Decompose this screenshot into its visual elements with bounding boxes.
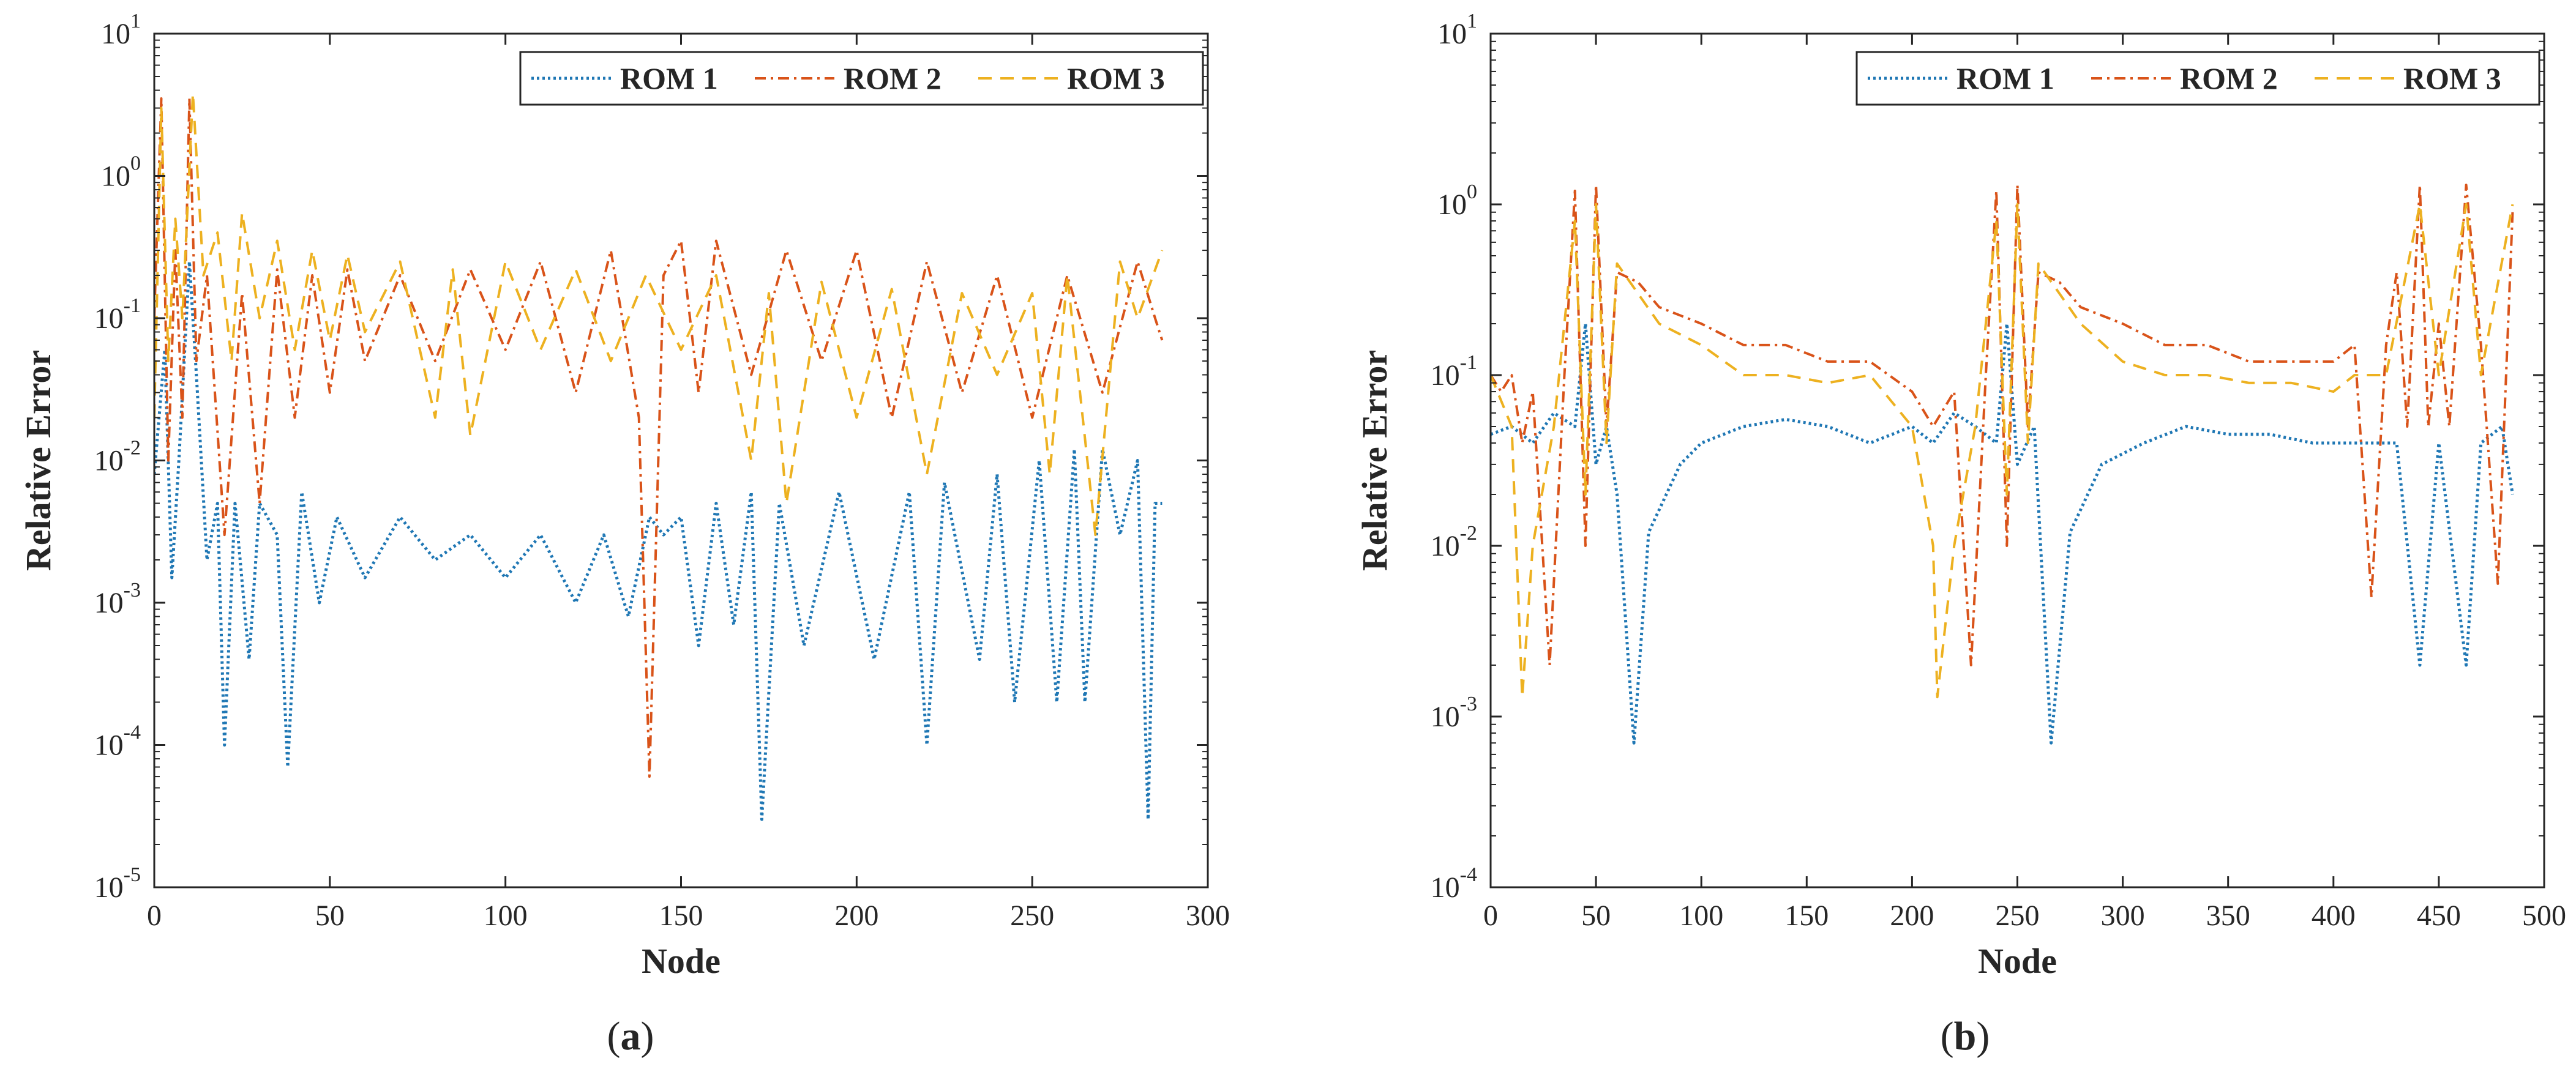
x-tick-label: 100 [1679,900,1723,932]
y-tick-base: 10 [1437,188,1467,221]
series-line-rom-2 [1491,184,2514,666]
x-tick-label: 200 [1890,900,1934,932]
y-tick-label: 100 [101,152,141,193]
y-tick-exponent: -4 [1460,863,1477,886]
plot-area [1491,34,2544,887]
series-line-rom-3 [1491,203,2514,699]
y-tick-base: 10 [94,302,124,335]
x-tick-label: 0 [147,900,162,932]
y-axis-label: Relative Error [1355,350,1395,571]
y-tick-exponent: -1 [1460,351,1477,374]
caption-open: ( [1941,1014,1954,1059]
chart-panel-a: 0 50 100 150 200 250 30010-510-410-310-210-110… [18,10,1230,1059]
y-tick-label: 10-2 [1431,522,1477,562]
x-tick-label: 250 [1996,900,2040,932]
caption-open: ( [607,1014,621,1059]
x-tick-label: 500 [2522,900,2566,932]
y-tick-base: 10 [1437,18,1467,50]
x-tick-label: 250 [1010,900,1054,932]
panel-caption: (a) [607,1014,654,1059]
y-tick-base: 10 [1431,701,1460,733]
x-axis-label: Node [1978,941,2057,981]
x-tick-label: 450 [2417,900,2461,932]
y-tick-exponent: -5 [124,863,141,886]
y-tick-base: 10 [101,160,130,193]
panel-caption: (b) [1941,1014,1990,1059]
y-tick-label: 10-4 [1431,863,1477,904]
y-tick-base: 10 [1431,359,1460,392]
y-tick-label: 10-1 [1431,351,1477,392]
y-tick-exponent: -2 [124,437,141,460]
y-tick-exponent: 1 [1467,10,1477,32]
y-tick-label: 10-2 [94,437,141,477]
y-tick-label: 10-3 [94,579,141,619]
legend-label: ROM 2 [844,61,942,95]
legend-box [1855,51,2540,106]
y-axis-label: Relative Error [18,350,58,571]
x-tick-label: 350 [2206,900,2250,932]
caption-letter: b [1954,1014,1977,1059]
y-tick-base: 10 [94,729,124,762]
legend: ROM 1 ROM 2 ROM 3 [1855,51,2540,106]
x-tick-label: 0 [1483,900,1498,932]
y-tick-exponent: 1 [130,10,141,32]
x-tick-label: 150 [1784,900,1829,932]
x-tick-label: 150 [659,900,703,932]
y-tick-label: 101 [1437,10,1477,50]
y-tick-base: 10 [94,587,124,619]
y-tick-label: 10-3 [1431,693,1477,733]
y-tick-base: 10 [94,871,124,904]
legend-label: ROM 2 [2180,61,2278,95]
series-line-rom-3 [154,92,1164,537]
y-tick-base: 10 [94,445,124,477]
y-tick-exponent: -1 [124,294,141,317]
y-tick-exponent: -3 [1460,693,1477,715]
legend-label: ROM 3 [1067,61,1165,95]
x-axis-label: Node [642,941,721,981]
x-tick-label: 400 [2312,900,2356,932]
plot-area [154,34,1208,887]
x-tick-label: 300 [2101,900,2145,932]
legend-label: ROM 3 [2403,61,2501,95]
y-tick-label: 100 [1437,181,1477,221]
y-tick-label: 10-1 [94,294,141,335]
caption-close: ) [641,1014,654,1059]
x-tick-label: 50 [1581,900,1611,932]
series-line-rom-2 [154,97,1164,778]
legend-label: ROM 1 [620,61,718,95]
y-tick-exponent: 0 [130,152,141,175]
chart-panel-b: 0 50 100 150 200 250 300 350 400 450 50010-410-310… [1355,10,2566,1059]
x-tick-label: 100 [484,900,528,932]
y-tick-base: 10 [1431,871,1460,904]
caption-letter: a [621,1014,641,1059]
caption-close: ) [1976,1014,1990,1059]
y-tick-base: 10 [1431,530,1460,562]
x-tick-label: 200 [834,900,878,932]
legend: ROM 1 ROM 2 ROM 3 [519,51,1204,106]
y-tick-label: 10-5 [94,863,141,904]
x-tick-label: 300 [1186,900,1230,932]
y-tick-base: 10 [101,18,130,50]
legend-label: ROM 1 [1956,61,2054,95]
y-tick-label: 101 [101,10,141,50]
y-tick-label: 10-4 [94,721,141,762]
y-tick-exponent: -4 [124,721,141,744]
y-tick-exponent: -2 [1460,522,1477,545]
y-tick-exponent: 0 [1467,181,1477,203]
legend-box [519,51,1204,106]
y-tick-exponent: -3 [124,579,141,602]
x-tick-label: 50 [315,900,345,932]
series-line-rom-1 [154,260,1163,821]
